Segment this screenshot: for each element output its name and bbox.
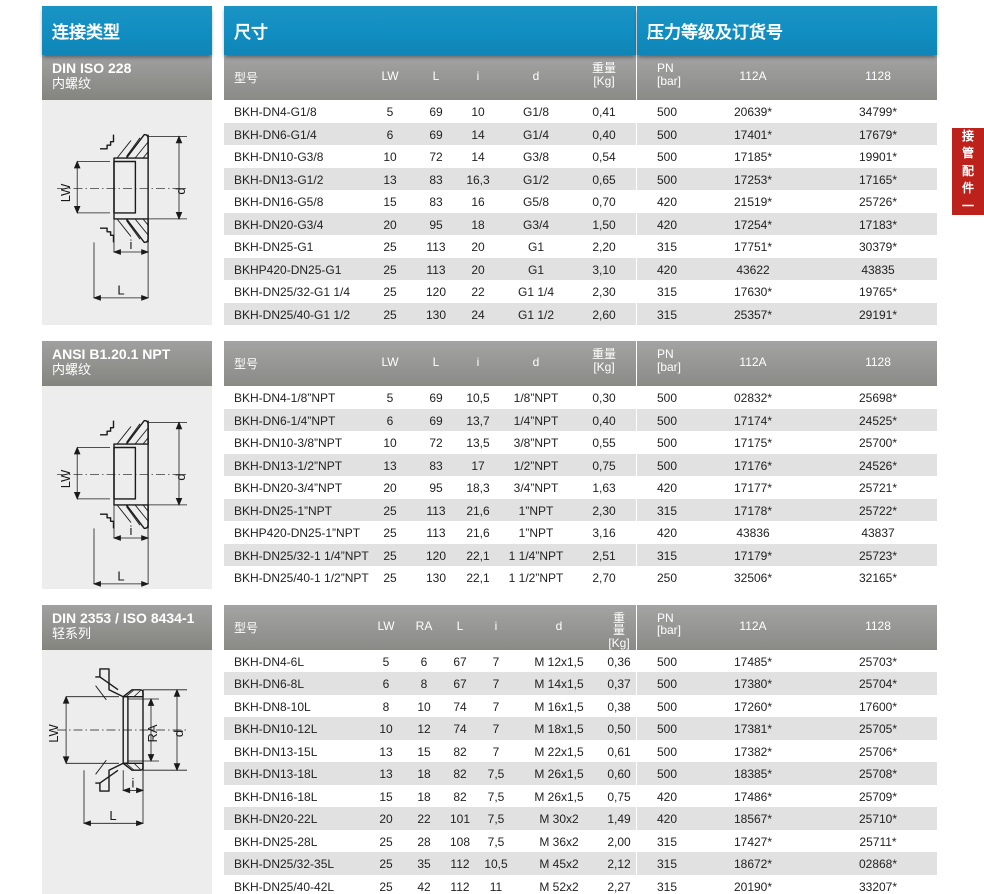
svg-text:d: d: [173, 187, 188, 194]
svg-text:i: i: [130, 523, 133, 538]
svg-text:i: i: [132, 775, 135, 790]
svg-text:L: L: [109, 808, 116, 823]
svg-text:L: L: [117, 569, 124, 584]
svg-text:LW: LW: [58, 183, 73, 202]
svg-text:d: d: [173, 473, 188, 480]
svg-text:d: d: [171, 729, 186, 736]
svg-text:L: L: [117, 283, 124, 298]
svg-text:LW: LW: [46, 723, 61, 742]
svg-text:i: i: [130, 237, 133, 252]
svg-text:RA: RA: [145, 724, 160, 742]
svg-text:LW: LW: [58, 469, 73, 488]
